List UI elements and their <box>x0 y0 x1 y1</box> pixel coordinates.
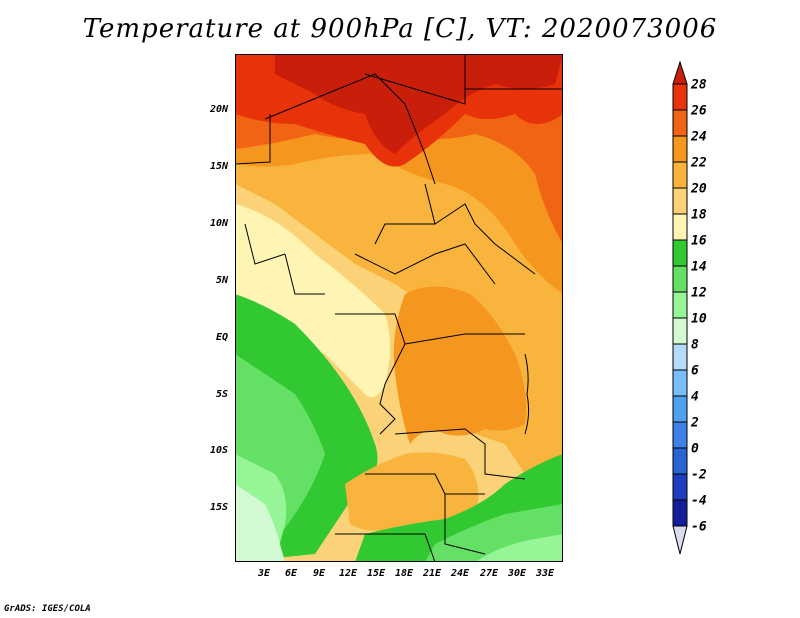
colorbar-10-12 <box>672 291 688 319</box>
colorbar-above-28 <box>672 60 688 85</box>
colorbar-label-m6: -6 <box>691 519 707 535</box>
lat-label-15n: 15N <box>209 161 228 172</box>
colorbar-label-24: 24 <box>691 129 707 145</box>
lon-label-15e: 15E <box>366 568 386 579</box>
colorbar-label-20: 20 <box>691 181 707 197</box>
colorbar-label-18: 18 <box>691 207 707 223</box>
colorbar-label-8: 8 <box>691 337 699 353</box>
colorbar-18-20 <box>672 187 688 215</box>
colorbar-m4-m2 <box>672 473 688 501</box>
colorbar-label-m2: -2 <box>691 467 707 483</box>
colorbar-label-0: 0 <box>691 441 699 457</box>
colorbar-below-m6 <box>672 525 688 555</box>
lon-label-9e: 9E <box>312 568 326 579</box>
lon-label-21e: 21E <box>422 568 442 579</box>
colorbar-label-16: 16 <box>691 233 707 249</box>
lat-label-eq: EQ <box>215 332 228 343</box>
lon-label-33e: 33E <box>535 568 555 579</box>
colorbar-16-18 <box>672 213 688 241</box>
lon-label-30e: 30E <box>507 568 527 579</box>
lon-label-12e: 12E <box>338 568 358 579</box>
colorbar-label-2: 2 <box>691 415 699 431</box>
lat-label-10s: 10S <box>209 445 228 456</box>
colorbar-12-14 <box>672 265 688 293</box>
colorbar-24-26 <box>672 109 688 137</box>
colorbar-20-22 <box>672 161 688 189</box>
colorbar-label-10: 10 <box>691 311 707 327</box>
colorbar-14-16 <box>672 239 688 267</box>
lat-label-10n: 10N <box>209 218 228 229</box>
colorbar-label-m4: -4 <box>691 493 707 509</box>
colorbar-4-6 <box>672 369 688 397</box>
chart-title: Temperature at 900hPa [C], VT: 202007300… <box>82 14 718 44</box>
band-16-18 <box>235 204 390 398</box>
band-8-10 <box>235 484 285 562</box>
colorbar-22-24 <box>672 135 688 163</box>
colorbar-label-4: 4 <box>691 389 699 405</box>
colorbar-label-14: 14 <box>691 259 707 275</box>
lon-label-24e: 24E <box>450 568 470 579</box>
lon-label-6e: 6E <box>284 568 298 579</box>
colorbar-6-8 <box>672 343 688 371</box>
band-22-24-central <box>393 286 527 444</box>
colorbar-2-4 <box>672 395 688 423</box>
colorbar-label-26: 26 <box>691 103 707 119</box>
lat-label-5n: 5N <box>215 275 228 286</box>
band-above-28 <box>275 54 563 154</box>
lat-label-5s: 5S <box>215 389 228 400</box>
colorbar-m2-0 <box>672 447 688 475</box>
colorbar-0-2 <box>672 421 688 449</box>
colorbar <box>672 60 688 555</box>
colorbar-label-22: 22 <box>691 155 707 171</box>
colorbar-26-28 <box>672 83 688 111</box>
temperature-map <box>235 54 563 562</box>
lake <box>524 353 530 435</box>
colorbar-label-28: 28 <box>691 77 707 93</box>
lat-label-20n: 20N <box>209 104 228 115</box>
lat-label-15s: 15S <box>209 502 228 513</box>
colorbar-label-12: 12 <box>691 285 707 301</box>
colorbar-8-10 <box>672 317 688 345</box>
lon-label-3e: 3E <box>257 568 271 579</box>
band-10-12-southeast <box>475 534 563 562</box>
colorbar-label-6: 6 <box>691 363 699 379</box>
lon-label-18e: 18E <box>394 568 414 579</box>
lon-label-27e: 27E <box>479 568 499 579</box>
colorbar-m6-m4 <box>672 499 688 527</box>
credit-text: GrADS: IGES/COLA <box>4 604 91 614</box>
